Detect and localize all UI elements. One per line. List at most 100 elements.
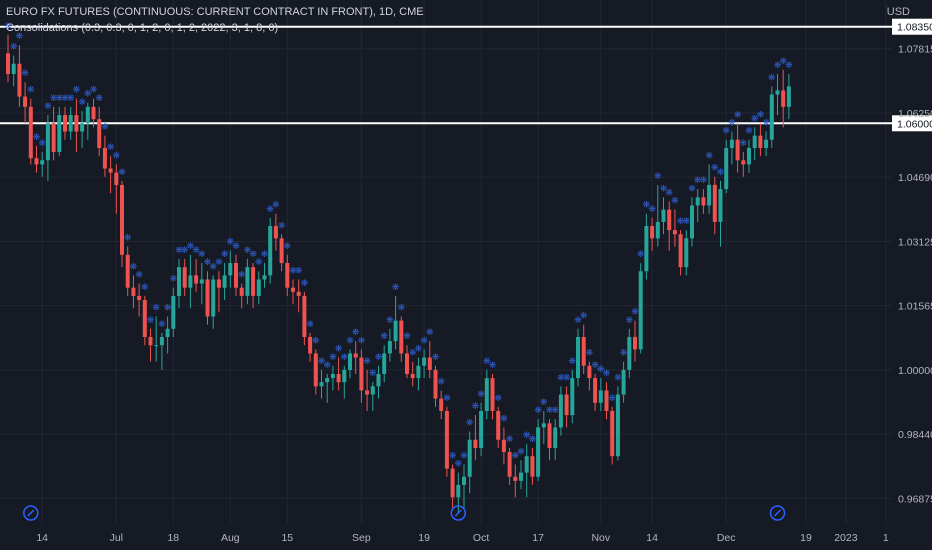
candle-body bbox=[558, 394, 563, 428]
candle-body bbox=[507, 452, 512, 477]
consolidation-marker: ❋ bbox=[358, 336, 366, 346]
consolidation-marker: ❋ bbox=[50, 94, 58, 104]
candle-body bbox=[142, 300, 147, 338]
candle-body bbox=[747, 147, 751, 165]
candle-body bbox=[137, 295, 142, 301]
consolidation-marker: ❋ bbox=[403, 332, 411, 342]
consolidation-marker: ❋ bbox=[272, 201, 280, 211]
candle-body bbox=[450, 468, 455, 498]
candle-body bbox=[63, 115, 67, 132]
time-axis[interactable]: 14 Jul 18 Aug 15 Sep 19 Oct 17 Nov 14 Dec 19 2023 1 bbox=[36, 532, 889, 544]
candle-body bbox=[330, 373, 335, 379]
consolidation-marker: ❋ bbox=[420, 336, 428, 346]
consolidation-marker: ❋ bbox=[107, 143, 115, 153]
candle-body bbox=[393, 320, 398, 342]
candle-body bbox=[444, 410, 449, 469]
time-tick-label: Sep bbox=[352, 532, 371, 544]
candle-body bbox=[701, 197, 706, 206]
consolidation-marker: ❋ bbox=[306, 320, 314, 330]
candle-body bbox=[308, 337, 313, 354]
consolidation-marker: ❋ bbox=[386, 316, 394, 326]
consolidation-marker: ❋ bbox=[346, 336, 354, 346]
candle-body bbox=[182, 267, 187, 288]
consolidation-marker: ❋ bbox=[631, 308, 639, 318]
consolidation-marker: ❋ bbox=[284, 242, 292, 252]
consolidation-marker: ❋ bbox=[540, 398, 548, 408]
candle-body bbox=[359, 357, 364, 391]
candle-body bbox=[91, 106, 96, 120]
consolidation-marker: ❋ bbox=[38, 139, 46, 149]
consolidation-marker: ❋ bbox=[44, 102, 52, 112]
candle-body bbox=[353, 353, 358, 358]
consolidation-marker: ❋ bbox=[261, 250, 269, 260]
consolidation-marker: ❋ bbox=[683, 217, 691, 227]
candle-body bbox=[684, 238, 689, 268]
level-price-label: 1.06000 bbox=[897, 118, 932, 130]
price-tick-label: 1.04690 bbox=[898, 172, 932, 184]
candle-body bbox=[621, 369, 626, 395]
consolidation-marker: ❋ bbox=[375, 353, 383, 363]
candle-body bbox=[473, 439, 478, 448]
time-tick-label: 2023 bbox=[834, 532, 858, 544]
consolidation-marker: ❋ bbox=[147, 316, 155, 326]
time-tick-label: 15 bbox=[281, 532, 293, 544]
candle-body bbox=[598, 390, 603, 403]
consolidation-marker: ❋ bbox=[21, 69, 29, 79]
candle-body bbox=[199, 279, 204, 284]
consolidation-marker: ❋ bbox=[779, 57, 787, 67]
candle-body bbox=[524, 456, 529, 473]
price-tick-label: 0.96875 bbox=[898, 493, 932, 505]
consolidation-marker: ❋ bbox=[523, 431, 531, 441]
time-tick-label: 18 bbox=[167, 532, 179, 544]
consolidation-marker: ❋ bbox=[318, 357, 326, 367]
time-tick-label: Oct bbox=[473, 532, 489, 544]
consolidation-marker: ❋ bbox=[677, 217, 685, 227]
candle-body bbox=[382, 353, 387, 374]
consolidation-marker: ❋ bbox=[335, 345, 343, 355]
candle-body bbox=[370, 386, 375, 395]
consolidation-marker: ❋ bbox=[529, 435, 537, 445]
candle-body bbox=[188, 275, 193, 288]
consolidation-marker: ❋ bbox=[124, 234, 132, 244]
time-tick-label: Jul bbox=[110, 532, 123, 544]
candle-body bbox=[34, 158, 39, 165]
event-markers[interactable] bbox=[23, 505, 786, 521]
candle-body bbox=[410, 373, 415, 379]
candle-body bbox=[467, 439, 472, 477]
consolidation-marker: ❋ bbox=[688, 184, 696, 194]
candle-body bbox=[131, 287, 136, 296]
consolidation-marker: ❋ bbox=[312, 336, 320, 346]
candle-body bbox=[376, 373, 381, 387]
consolidation-marker: ❋ bbox=[466, 419, 474, 429]
consolidation-marker: ❋ bbox=[654, 172, 662, 182]
consolidation-marker: ❋ bbox=[483, 357, 491, 367]
consolidation-marker: ❋ bbox=[415, 345, 423, 355]
consolidation-marker: ❋ bbox=[586, 349, 594, 359]
candle-body bbox=[667, 209, 672, 231]
consolidation-marker: ❋ bbox=[392, 283, 400, 293]
candle-body bbox=[262, 275, 267, 280]
consolidation-marker: ❋ bbox=[27, 86, 35, 96]
candle-body bbox=[399, 320, 404, 354]
horizontal-levels[interactable]: 1.08350 1.06000 bbox=[0, 18, 932, 132]
indicator-legend[interactable]: Consolidations (0.3, 0.3, 0, 1, 2, 0, 1,… bbox=[6, 22, 279, 34]
consolidation-marker: ❋ bbox=[266, 205, 274, 215]
candle-body bbox=[672, 230, 677, 235]
candle-body bbox=[587, 365, 592, 379]
time-tick-label: 1 bbox=[883, 532, 889, 544]
price-axis[interactable]: 1.07815 1.06250 1.04690 1.03125 1.01565 1.000… bbox=[898, 44, 932, 506]
consolidation-marker: ❋ bbox=[130, 262, 138, 272]
consolidation-marker: ❋ bbox=[717, 168, 725, 178]
candle-body bbox=[729, 139, 734, 148]
time-tick-label: 19 bbox=[418, 532, 430, 544]
candle-body bbox=[6, 53, 10, 74]
candle-body bbox=[23, 96, 28, 107]
consolidation-marker: ❋ bbox=[574, 316, 582, 326]
candle-body bbox=[775, 90, 780, 95]
consolidation-marker: ❋ bbox=[506, 435, 514, 445]
candle-body bbox=[296, 291, 301, 296]
consolidation-marker: ❋ bbox=[494, 394, 502, 404]
